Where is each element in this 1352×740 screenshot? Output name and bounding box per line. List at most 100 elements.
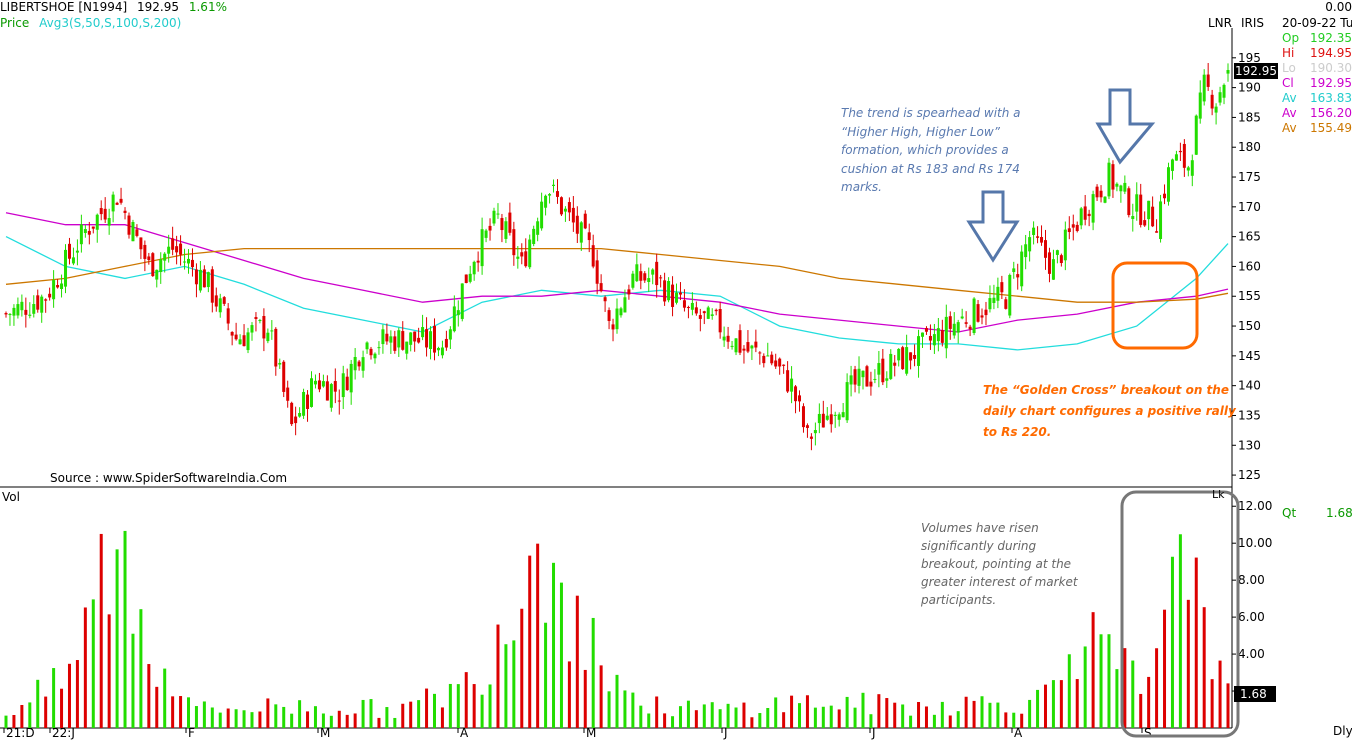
info-row: Lo 190.30 (1282, 61, 1352, 76)
annotation-line: participants. (921, 593, 997, 607)
volume-bar (631, 692, 635, 728)
info-row-label: Op (1282, 31, 1300, 45)
candle-body (944, 316, 948, 349)
candle-body (476, 260, 480, 263)
price-tick-label: 125 (1238, 468, 1261, 482)
time-axis-labels: 21:D 22:J F M A M J J A S (3, 726, 1152, 740)
candle-body (690, 302, 694, 310)
volume-bar (790, 695, 794, 728)
candle-body (107, 218, 111, 226)
candle-body (1151, 206, 1155, 227)
candle-body (833, 414, 837, 416)
candle-body (266, 332, 270, 342)
candle-body (956, 322, 960, 333)
candle-body (639, 271, 643, 281)
volume-bar (909, 715, 913, 728)
period-label[interactable]: Dly (1333, 724, 1352, 738)
candle-body (4, 313, 8, 315)
volume-bar (1226, 683, 1230, 728)
candle-body (12, 307, 16, 316)
candle-body (889, 353, 893, 379)
volume-corner-label: Lk (1212, 488, 1225, 501)
candle-body (714, 309, 718, 312)
volume-bar (187, 697, 191, 728)
annotation-line: Volumes have risen (921, 521, 1039, 535)
candle-body (603, 297, 607, 302)
scale-mode[interactable]: LNR (1208, 16, 1232, 30)
volume-bar (742, 702, 746, 728)
price-tick-label: 190 (1238, 81, 1261, 95)
candle-body (1008, 274, 1012, 316)
candle-body (488, 225, 492, 231)
candle-body (865, 366, 869, 387)
info-row-value: 190.30 (1310, 61, 1352, 75)
candle-body (460, 283, 464, 319)
candle-body (167, 246, 171, 254)
volume-bar (218, 712, 222, 728)
candle-body (321, 381, 325, 387)
volume-bar (1004, 712, 1008, 728)
candle-body (655, 261, 659, 286)
candle-body (1159, 201, 1163, 240)
candle-body (313, 380, 317, 385)
candle-body (794, 386, 798, 402)
candle-body (389, 336, 393, 343)
candle-body (718, 309, 722, 333)
candle-body (496, 213, 500, 215)
volume-bar (52, 668, 56, 728)
volume-bar (1155, 648, 1159, 728)
time-tick-label: J (723, 726, 728, 740)
candle-body (746, 342, 750, 352)
volume-bar (663, 713, 667, 728)
candle-body (1067, 228, 1071, 233)
candle-body (813, 430, 817, 434)
annotation-line: The trend is spearhead with a (841, 106, 1021, 120)
volume-bar (821, 706, 825, 728)
volume-bar (901, 704, 905, 728)
volume-bar (417, 700, 421, 728)
volume-bar (290, 713, 294, 728)
info-row-label: Hi (1282, 46, 1295, 60)
candle-body (198, 269, 202, 291)
candle-body (675, 292, 679, 303)
chart-header: LIBERTSHOE [N1994] 192.95 1.61% (0, 0, 227, 14)
candle-body (115, 202, 119, 205)
info-row-label: Av (1282, 91, 1297, 105)
candle-body (397, 330, 401, 348)
price-tick-label: 180 (1238, 140, 1261, 154)
volume-bar (1139, 693, 1143, 728)
price-tick-label: 165 (1238, 230, 1261, 244)
annotation-line: significantly during (921, 539, 1037, 553)
info-row-value: 163.83 (1310, 91, 1352, 105)
volume-bar (726, 703, 730, 728)
golden-cross-highlight (1111, 261, 1199, 350)
candle-body (591, 245, 595, 267)
volume-bar (766, 707, 770, 728)
candle-body (341, 373, 345, 398)
candle-body (710, 314, 714, 316)
candle-body (635, 264, 639, 282)
candle-body (1131, 216, 1135, 220)
change-percent: 1.61% (188, 0, 227, 14)
candle-body (302, 391, 306, 416)
volume-bar (869, 714, 873, 728)
volume-bar (559, 582, 563, 728)
candle-body (786, 370, 790, 392)
volume-bar (1131, 660, 1135, 728)
candle-body (829, 414, 833, 425)
volume-bar (829, 705, 833, 728)
volume-bar (210, 707, 214, 728)
candle-body (905, 347, 909, 374)
candle-body (135, 229, 139, 236)
candle-body (853, 369, 857, 385)
candle-body (861, 370, 865, 378)
volume-bar (1194, 557, 1198, 728)
candle-body (706, 307, 710, 319)
candlesticks (4, 62, 1230, 451)
candle-body (913, 354, 917, 359)
annotation-line: greater interest of market (921, 575, 1078, 589)
volume-bar (44, 696, 48, 728)
candle-body (258, 320, 262, 322)
price-axis: 125 130 135 140 145 150 155 160 165 170 175 180 185 1… (1232, 51, 1261, 482)
candle-body (968, 326, 972, 330)
